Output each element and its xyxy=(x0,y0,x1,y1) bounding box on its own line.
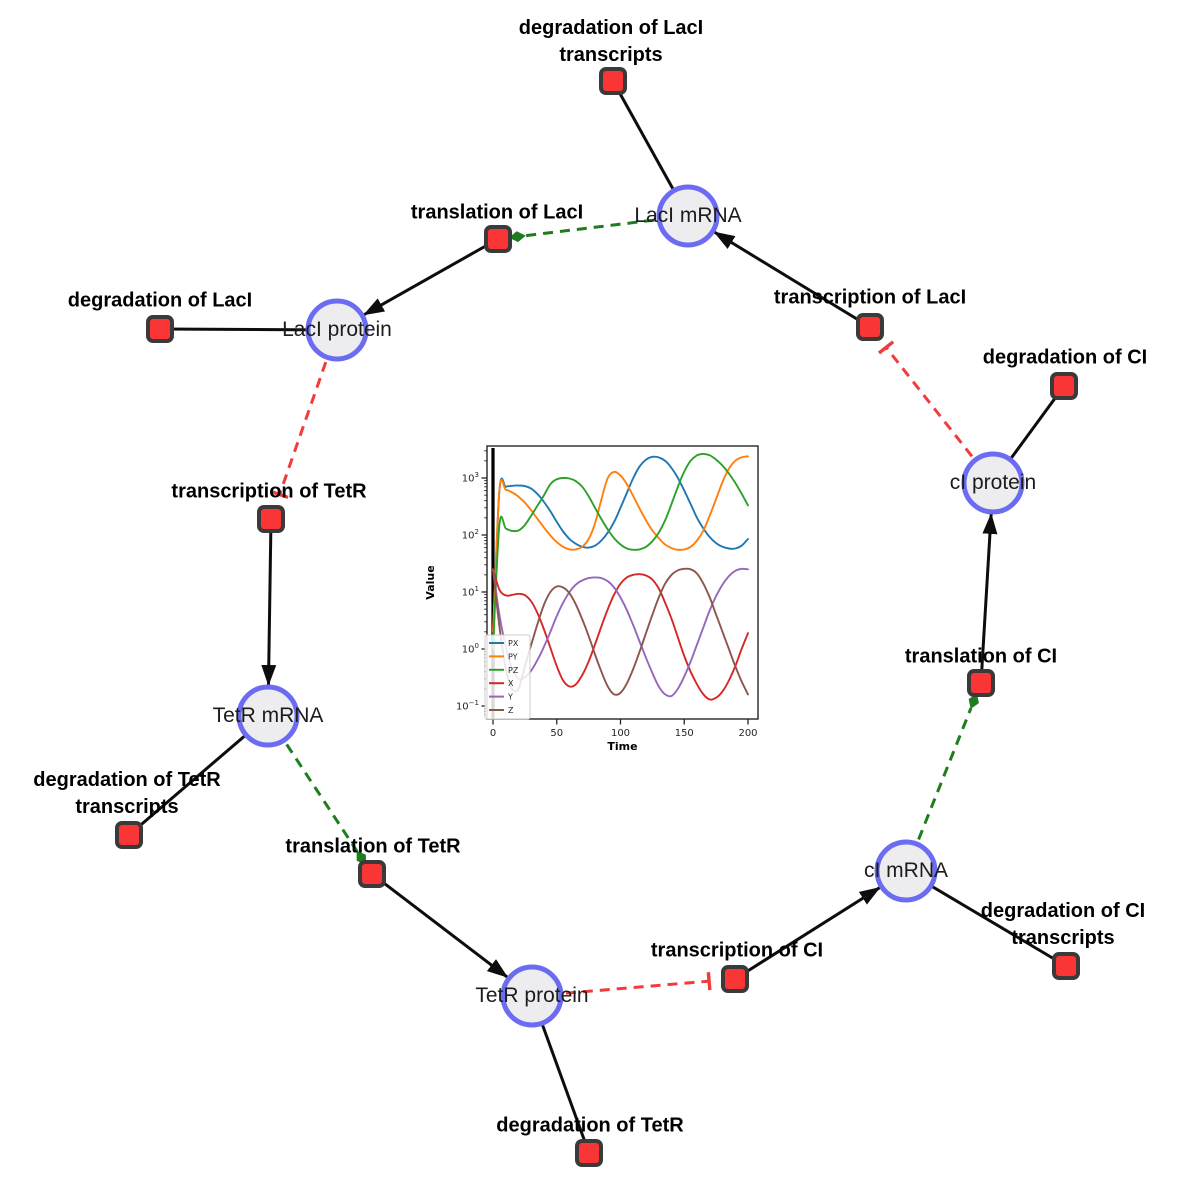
y-tick-label: 102 xyxy=(462,528,479,542)
reaction-node-translation-tetr xyxy=(358,860,386,888)
edge-production-translation-tetr-to-tetr-protein xyxy=(371,872,509,979)
species-node-tetr-protein xyxy=(500,964,564,1028)
series-line-X xyxy=(492,568,749,701)
x-tick-label: 200 xyxy=(738,728,757,739)
y-tick-label: 10−1 xyxy=(456,699,479,713)
edge-inhibition-ci-protein-to-transcription-laci xyxy=(877,340,995,484)
legend-label-PX: PX xyxy=(508,639,519,648)
x-axis-label: Time xyxy=(607,740,637,753)
reaction-node-deg-laci xyxy=(146,315,174,343)
reaction-node-deg-tetr-transcripts xyxy=(115,821,143,849)
legend-label-PY: PY xyxy=(508,652,518,661)
edge-production-translation-laci-to-laci-protein xyxy=(363,237,499,317)
y-tick-label: 100 xyxy=(462,642,479,656)
reaction-node-transcription-laci xyxy=(856,313,884,341)
reaction-node-translation-laci xyxy=(484,225,512,253)
edge-production-transcription-tetr-to-tetr-mrna xyxy=(261,518,277,687)
species-node-laci-mrna xyxy=(656,184,720,248)
species-node-ci-protein xyxy=(961,451,1025,515)
x-tick-label: 50 xyxy=(550,728,563,739)
timecourse-plot: 10−1 100 101 102 103 0 50 100 150 200 Time Value PX P… xyxy=(424,436,769,761)
series-line-PZ xyxy=(492,452,749,650)
reaction-node-deg-tetr xyxy=(575,1139,603,1167)
plot-frame xyxy=(486,445,759,720)
edge-inhibition-tetr-protein-to-transcription-ci xyxy=(531,972,712,998)
species-node-ci-mrna xyxy=(874,839,938,903)
reaction-node-deg-ci-transcripts xyxy=(1052,952,1080,980)
edge-production-translation-ci-to-ci-protein xyxy=(979,512,998,684)
reaction-node-deg-laci-transcripts xyxy=(599,67,627,95)
edge-production-transcription-ci-to-ci-mrna xyxy=(734,886,881,981)
y-tick-label: 103 xyxy=(462,471,479,485)
legend-label-X: X xyxy=(508,679,514,688)
nodes-layer xyxy=(115,67,1080,1167)
x-tick-label: 0 xyxy=(490,728,496,739)
legend: PX PY PZ XYZ xyxy=(484,634,531,720)
edge-modifier-ci-mrna-to-translation-ci xyxy=(904,693,979,872)
edge-inhibition-laci-protein-to-transcription-tetr xyxy=(270,329,339,500)
x-tick-label: 150 xyxy=(675,728,694,739)
series-line-PX xyxy=(492,455,749,640)
series-line-Y xyxy=(492,567,749,698)
y-axis-label: Value xyxy=(424,565,437,599)
x-tick-label: 100 xyxy=(611,728,630,739)
species-node-tetr-mrna xyxy=(236,684,300,748)
legend-label-PZ: PZ xyxy=(508,666,519,675)
legend-label-Y: Y xyxy=(507,693,513,702)
series-line-Z xyxy=(492,567,749,696)
reaction-node-transcription-tetr xyxy=(257,505,285,533)
edge-production-transcription-laci-to-laci-mrna xyxy=(713,230,871,329)
edge-modifier-laci-mrna-to-translation-laci xyxy=(508,214,689,243)
species-node-laci-protein xyxy=(305,298,369,362)
y-tick-label: 101 xyxy=(462,585,479,599)
reaction-node-deg-ci xyxy=(1050,372,1078,400)
legend-label-Z: Z xyxy=(508,706,514,715)
reaction-node-transcription-ci xyxy=(721,965,749,993)
reaction-node-translation-ci xyxy=(967,669,995,697)
